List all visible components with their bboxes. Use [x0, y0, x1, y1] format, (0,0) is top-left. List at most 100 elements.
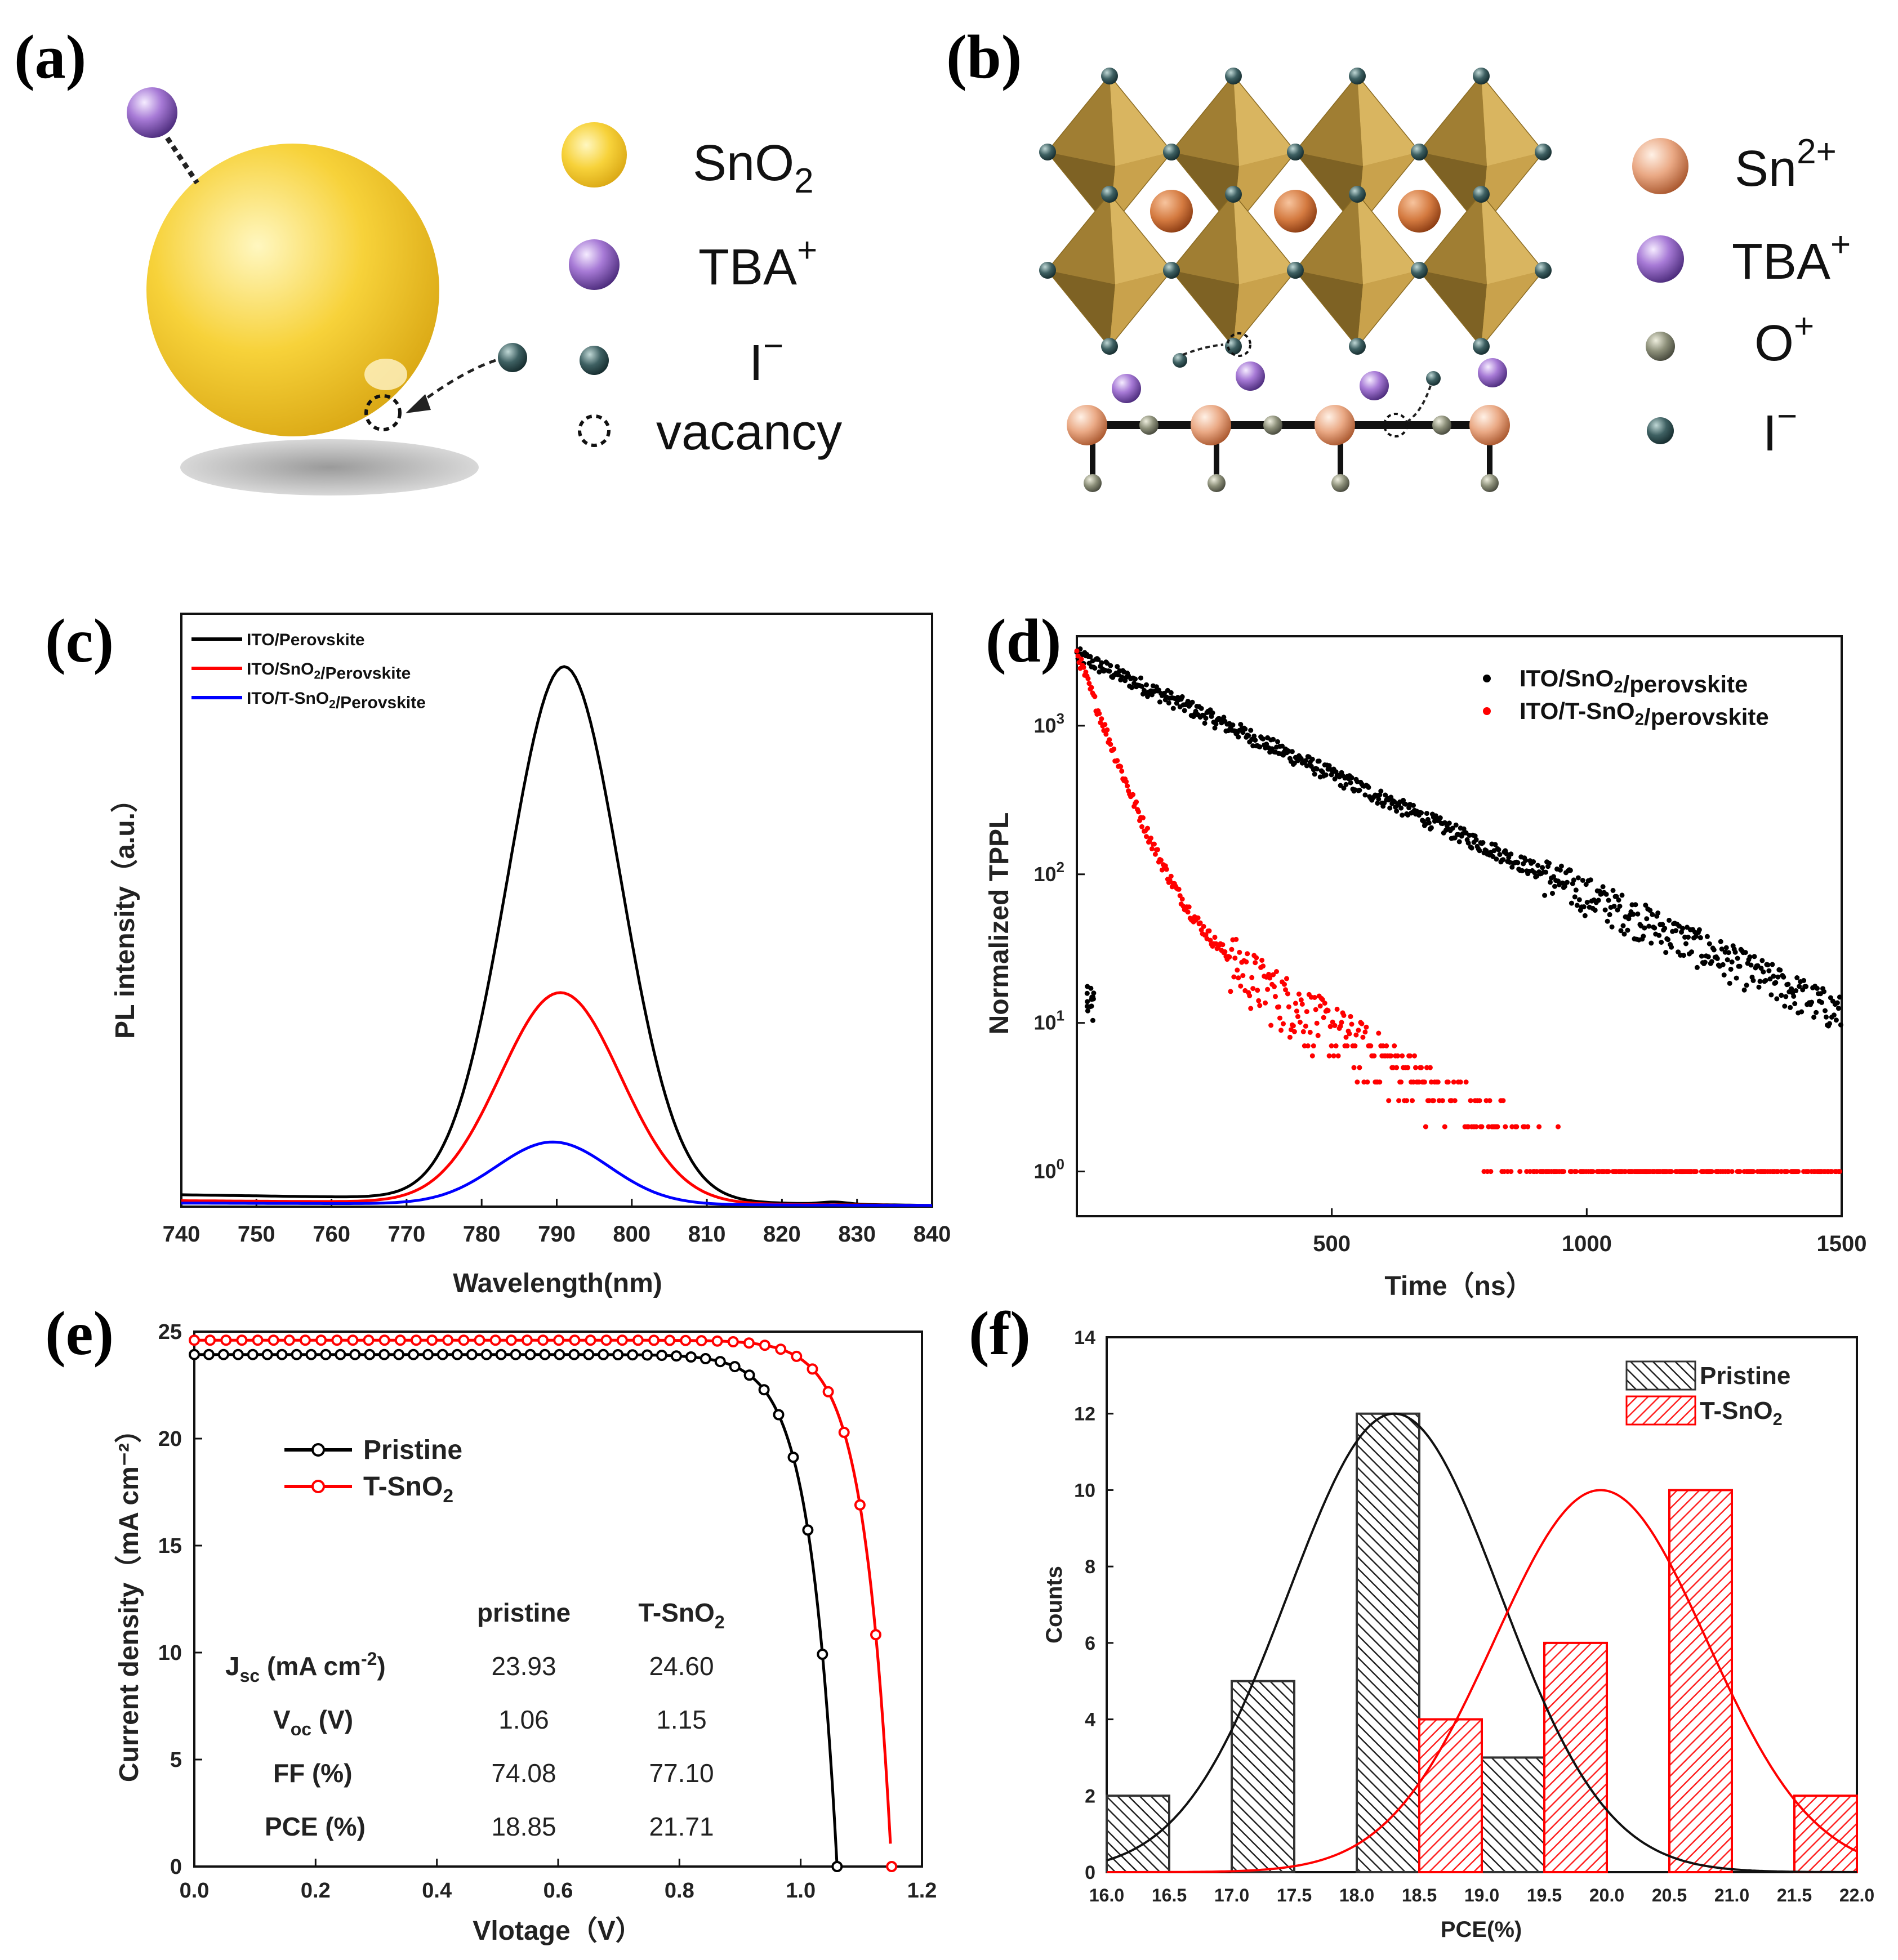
data-point-red — [1296, 992, 1302, 997]
data-point-black — [1090, 1017, 1095, 1023]
data-point-black — [1547, 860, 1552, 866]
data-point-red — [1260, 963, 1266, 969]
data-point-red — [1353, 1032, 1359, 1038]
data-point-red — [1085, 676, 1091, 681]
jv-marker — [656, 1350, 667, 1361]
data-point-black — [1084, 1003, 1090, 1009]
data-point-red — [1322, 1001, 1327, 1006]
data-point-black — [1230, 722, 1236, 728]
data-point-black — [1509, 864, 1515, 870]
data-point-black — [1108, 663, 1113, 668]
plot-c-x-ticks: 740 750 760 770 780 790 800 810 820 830 840 — [163, 1199, 951, 1247]
octahedron-face-side — [1481, 270, 1543, 346]
data-point-black — [1781, 974, 1786, 980]
data-point-black — [1424, 811, 1429, 816]
data-point-black — [1089, 994, 1095, 1000]
jv-marker — [364, 1349, 376, 1360]
data-point-black — [1699, 953, 1704, 959]
data-point-black — [1770, 962, 1775, 967]
table-header-tsno2: T-SnO2 — [638, 1598, 724, 1632]
histogram-bar — [1668, 1489, 1733, 1873]
data-point-black — [1686, 935, 1691, 940]
iodide-atom — [1101, 68, 1118, 84]
data-point-black — [1504, 851, 1509, 856]
data-point-black — [1320, 769, 1325, 775]
jv-marker — [583, 1349, 595, 1360]
jv-marker — [349, 1349, 361, 1360]
data-point-black — [1309, 757, 1315, 762]
data-point-black — [1743, 950, 1748, 956]
data-point-red — [1351, 1065, 1357, 1070]
x-tick-label: 19.5 — [1527, 1885, 1562, 1905]
data-point-black — [1170, 706, 1176, 711]
jv-marker — [331, 1334, 343, 1346]
data-point-red — [1837, 1169, 1842, 1175]
perovskite-octahedra — [1039, 68, 1552, 403]
octahedron — [1287, 186, 1428, 355]
panel-f-label: (f) — [969, 1299, 1031, 1368]
data-point-black — [1617, 904, 1623, 909]
panel-e-label: (e) — [45, 1299, 114, 1368]
data-point-black — [1403, 801, 1409, 807]
migration-arrow-b2 — [1407, 385, 1432, 422]
data-point-red — [1236, 975, 1241, 981]
data-point-black — [1793, 988, 1799, 993]
data-point-red — [1442, 1124, 1447, 1129]
jv-marker — [696, 1335, 707, 1347]
plot-f-ylabel: Counts — [1042, 1566, 1067, 1644]
jv-marker — [758, 1384, 770, 1396]
data-point-red — [1329, 1043, 1334, 1048]
iodide-atom — [1039, 144, 1056, 160]
octahedron-face-mid — [1048, 76, 1115, 166]
data-point-red — [1248, 1006, 1254, 1011]
data-point-red — [1176, 886, 1182, 892]
jv-marker — [305, 1349, 317, 1360]
data-point-black — [1562, 883, 1567, 889]
jv-marker — [759, 1340, 770, 1351]
data-point-black — [1388, 794, 1394, 800]
data-point-red — [1272, 984, 1277, 989]
data-point-black — [1446, 820, 1452, 826]
octahedron-face-light — [1110, 76, 1171, 166]
data-point-red — [1155, 847, 1160, 852]
data-point-black — [1767, 976, 1773, 982]
data-point-black — [1213, 721, 1219, 727]
data-point-black — [1752, 954, 1757, 959]
data-point-black — [1809, 999, 1815, 1005]
data-point-black — [1573, 887, 1579, 893]
panel-d-label: (d) — [986, 606, 1061, 675]
data-point-red — [1300, 1029, 1306, 1034]
data-point-black — [1572, 894, 1578, 900]
ionic-bond-dots — [165, 136, 199, 185]
jv-marker — [632, 1334, 644, 1346]
data-point-black — [1834, 1000, 1840, 1006]
data-point-red — [1244, 959, 1249, 965]
data-point-black — [1714, 956, 1720, 961]
data-point-black — [1088, 985, 1094, 991]
data-point-black — [1726, 950, 1731, 956]
data-point-red — [1395, 1053, 1401, 1059]
x-tick-label: 18.0 — [1339, 1885, 1374, 1905]
data-point-red — [1167, 878, 1173, 883]
iodide-atom — [1287, 262, 1304, 279]
data-point-black — [1221, 715, 1227, 720]
data-point-red — [1355, 1079, 1360, 1085]
data-point-red — [1573, 1169, 1579, 1175]
tin-atom — [1315, 405, 1355, 445]
legend-label: ITO/T-SnO2/perovskite — [1520, 698, 1769, 730]
data-point-black — [1737, 963, 1743, 969]
data-point-black — [1777, 967, 1783, 973]
x-tick-label: 1.0 — [786, 1879, 816, 1903]
data-point-black — [1615, 907, 1620, 913]
tba-ion-icon — [127, 87, 177, 138]
data-point-black — [1611, 904, 1617, 909]
data-point-black — [1275, 739, 1280, 744]
data-point-red — [1357, 1065, 1362, 1070]
data-point-black — [1477, 848, 1482, 854]
histogram-bar — [1356, 1412, 1420, 1874]
data-point-black — [1785, 981, 1791, 987]
data-point-black — [1085, 1008, 1090, 1014]
plot-c-legend: ITO/Perovskite ITO/SnO2/Perovskite ITO/T-S… — [191, 631, 426, 712]
data-point-black — [1592, 908, 1598, 913]
table-ff-pristine: 74.08 — [491, 1758, 556, 1788]
